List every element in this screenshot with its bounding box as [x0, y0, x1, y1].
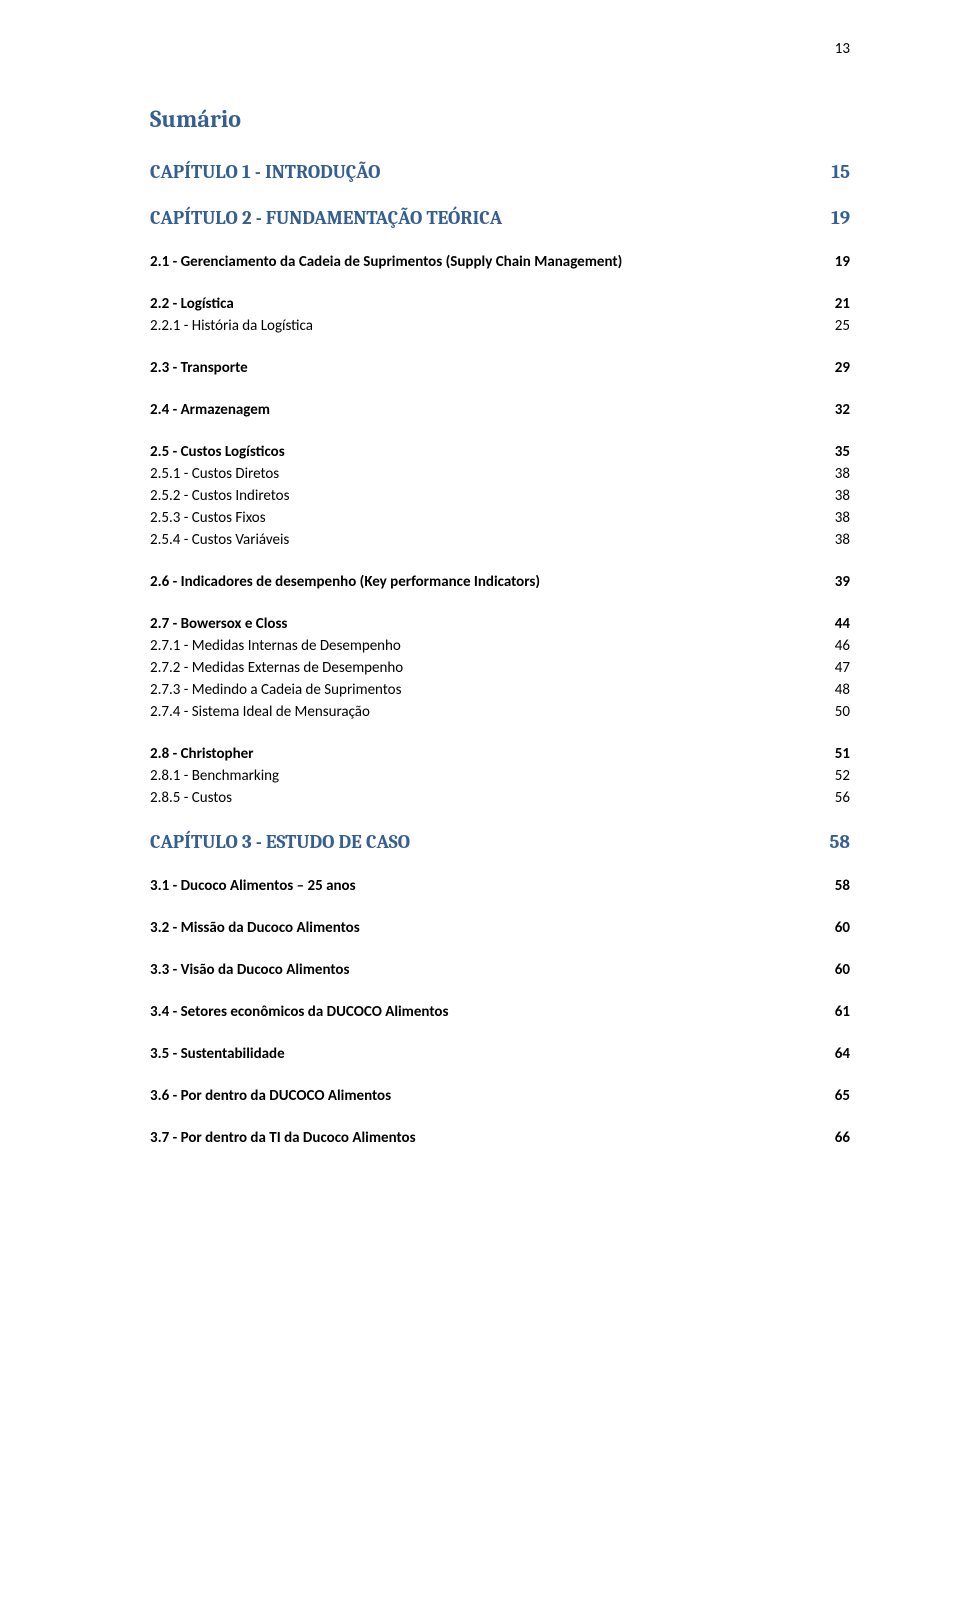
- toc-label: 3.6 - Por dentro da DUCOCO Alimentos: [150, 1087, 820, 1105]
- toc-section: 2.4 - Armazenagem 32: [150, 401, 850, 419]
- toc-label: CAPÍTULO 1 - INTRODUÇÃO: [150, 161, 820, 183]
- toc-page: 56: [820, 789, 850, 807]
- toc-section: 2.2 - Logística 21: [150, 295, 850, 313]
- toc-label: 3.5 - Sustentabilidade: [150, 1045, 820, 1063]
- toc-label: 2.7 - Bowersox e Closs: [150, 615, 820, 633]
- page-number: 13: [835, 40, 850, 58]
- toc-label: 2.8.1 - Benchmarking: [150, 767, 820, 785]
- toc-page: 44: [820, 615, 850, 633]
- summary-heading: Sumário: [150, 105, 850, 133]
- toc-page: 39: [820, 573, 850, 591]
- toc-label: 3.7 - Por dentro da TI da Ducoco Aliment…: [150, 1129, 820, 1147]
- toc-page: 48: [820, 681, 850, 699]
- toc-page: 65: [820, 1087, 850, 1105]
- toc-label: 2.3 - Transporte: [150, 359, 820, 377]
- toc-page: 51: [820, 745, 850, 763]
- toc-subsection: 2.8.1 - Benchmarking 52: [150, 767, 850, 785]
- toc-subsection: 2.7.1 - Medidas Internas de Desempenho 4…: [150, 637, 850, 655]
- toc-label: 2.2.1 - História da Logística: [150, 317, 820, 335]
- toc-label: CAPÍTULO 3 - ESTUDO DE CASO: [150, 831, 820, 853]
- toc-page: 52: [820, 767, 850, 785]
- toc-section: 2.1 - Gerenciamento da Cadeia de Suprime…: [150, 253, 850, 271]
- toc-page: 32: [820, 401, 850, 419]
- toc-page: 46: [820, 637, 850, 655]
- toc-page: 58: [820, 877, 850, 895]
- toc-label: 2.7.2 - Medidas Externas de Desempenho: [150, 659, 820, 677]
- toc-section: 3.1 - Ducoco Alimentos – 25 anos 58: [150, 877, 850, 895]
- toc-label: 2.8 - Christopher: [150, 745, 820, 763]
- toc-section: 2.7 - Bowersox e Closs 44: [150, 615, 850, 633]
- toc-section: 2.6 - Indicadores de desempenho (Key per…: [150, 573, 850, 591]
- toc-chapter: CAPÍTULO 2 - FUNDAMENTAÇÃO TEÓRICA 19: [150, 207, 850, 229]
- toc-page: 38: [820, 465, 850, 483]
- toc-page: 19: [820, 253, 850, 271]
- toc-subsection: 2.8.5 - Custos 56: [150, 789, 850, 807]
- toc-subsection: 2.5.3 - Custos Fixos 38: [150, 509, 850, 527]
- toc-label: 2.7.1 - Medidas Internas de Desempenho: [150, 637, 820, 655]
- toc-subsection: 2.5.4 - Custos Variáveis 38: [150, 531, 850, 549]
- toc-page: 29: [820, 359, 850, 377]
- toc-section: 3.3 - Visão da Ducoco Alimentos 60: [150, 961, 850, 979]
- toc-section: 3.4 - Setores econômicos da DUCOCO Alime…: [150, 1003, 850, 1021]
- toc-label: 3.1 - Ducoco Alimentos – 25 anos: [150, 877, 820, 895]
- toc-page: 61: [820, 1003, 850, 1021]
- toc-label: 2.5.1 - Custos Diretos: [150, 465, 820, 483]
- toc-label: 3.2 - Missão da Ducoco Alimentos: [150, 919, 820, 937]
- toc-page: 64: [820, 1045, 850, 1063]
- toc-section: 3.5 - Sustentabilidade 64: [150, 1045, 850, 1063]
- toc-page: 50: [820, 703, 850, 721]
- toc-subsection: 2.5.1 - Custos Diretos 38: [150, 465, 850, 483]
- toc-label: 2.6 - Indicadores de desempenho (Key per…: [150, 573, 820, 591]
- toc-page: 60: [820, 961, 850, 979]
- toc-page: 15: [820, 161, 850, 183]
- toc-chapter: CAPÍTULO 1 - INTRODUÇÃO 15: [150, 161, 850, 183]
- toc-label: 2.7.3 - Medindo a Cadeia de Suprimentos: [150, 681, 820, 699]
- toc-label: 2.5.3 - Custos Fixos: [150, 509, 820, 527]
- toc-page: 25: [820, 317, 850, 335]
- toc-page: 19: [820, 207, 850, 229]
- toc-page: 38: [820, 509, 850, 527]
- toc-section: 2.5 - Custos Logísticos 35: [150, 443, 850, 461]
- toc-chapter: CAPÍTULO 3 - ESTUDO DE CASO 58: [150, 831, 850, 853]
- toc-subsection: 2.7.4 - Sistema Ideal de Mensuração 50: [150, 703, 850, 721]
- toc-page: 38: [820, 531, 850, 549]
- toc-label: 3.3 - Visão da Ducoco Alimentos: [150, 961, 820, 979]
- toc-label: 2.5 - Custos Logísticos: [150, 443, 820, 461]
- toc-subsection: 2.7.3 - Medindo a Cadeia de Suprimentos …: [150, 681, 850, 699]
- toc-section: 3.2 - Missão da Ducoco Alimentos 60: [150, 919, 850, 937]
- toc-label: 2.7.4 - Sistema Ideal de Mensuração: [150, 703, 820, 721]
- toc-page: 47: [820, 659, 850, 677]
- toc-section: 2.3 - Transporte 29: [150, 359, 850, 377]
- toc-subsection: 2.2.1 - História da Logística 25: [150, 317, 850, 335]
- toc-label: 2.8.5 - Custos: [150, 789, 820, 807]
- toc-label: 3.4 - Setores econômicos da DUCOCO Alime…: [150, 1003, 820, 1021]
- toc-label: 2.5.2 - Custos Indiretos: [150, 487, 820, 505]
- toc-label: 2.5.4 - Custos Variáveis: [150, 531, 820, 549]
- toc-subsection: 2.7.2 - Medidas Externas de Desempenho 4…: [150, 659, 850, 677]
- toc-page: 58: [820, 831, 850, 853]
- toc-page: 38: [820, 487, 850, 505]
- toc-page: 60: [820, 919, 850, 937]
- toc-section: 3.7 - Por dentro da TI da Ducoco Aliment…: [150, 1129, 850, 1147]
- toc-label: CAPÍTULO 2 - FUNDAMENTAÇÃO TEÓRICA: [150, 207, 820, 229]
- toc-page: 35: [820, 443, 850, 461]
- toc-page: 21: [820, 295, 850, 313]
- toc-label: 2.4 - Armazenagem: [150, 401, 820, 419]
- toc-subsection: 2.5.2 - Custos Indiretos 38: [150, 487, 850, 505]
- toc-page: 66: [820, 1129, 850, 1147]
- toc-label: 2.2 - Logística: [150, 295, 820, 313]
- toc-label: 2.1 - Gerenciamento da Cadeia de Suprime…: [150, 253, 820, 271]
- toc-section: 3.6 - Por dentro da DUCOCO Alimentos 65: [150, 1087, 850, 1105]
- toc-section: 2.8 - Christopher 51: [150, 745, 850, 763]
